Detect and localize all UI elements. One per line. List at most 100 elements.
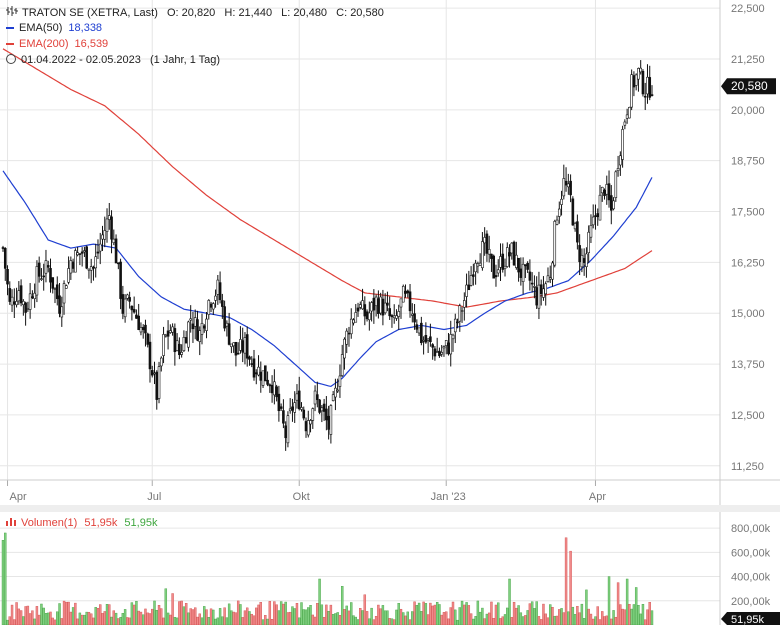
candle-body	[646, 76, 649, 95]
candle	[413, 304, 416, 330]
candle	[456, 318, 459, 329]
candle	[460, 306, 464, 323]
candle-body	[94, 256, 98, 269]
ema200-legend[interactable]: EMA(200) 16,539	[6, 38, 108, 50]
volume-bar	[501, 616, 504, 625]
candle-body	[175, 340, 179, 351]
candle-body	[85, 246, 88, 269]
candle-body	[74, 250, 77, 273]
volume-bar	[363, 594, 367, 625]
x-tick-label: Okt	[293, 491, 310, 503]
candle-body	[207, 300, 211, 315]
volume-bar	[594, 616, 597, 625]
candle	[487, 235, 491, 263]
x-tick-label: Jan '23	[431, 491, 466, 503]
volume-bar	[126, 617, 129, 625]
date-range-legend[interactable]: 01.04.2022 - 02.05.2023 (1 Jahr, 1 Tag)	[6, 54, 220, 66]
volume-bar	[476, 600, 480, 625]
candle	[555, 215, 559, 226]
candle-body	[309, 420, 312, 425]
volume-bar	[60, 618, 63, 625]
candle	[632, 71, 636, 97]
volume-bar	[408, 619, 412, 625]
candle-body	[469, 275, 473, 286]
volume-bar	[578, 612, 581, 625]
volume-bar	[175, 617, 179, 625]
candle	[567, 173, 570, 195]
candle-body	[508, 252, 511, 257]
candle-body	[173, 328, 177, 353]
candle-body	[83, 250, 86, 253]
candle-body	[573, 223, 577, 230]
volume-bar	[171, 593, 174, 625]
candle-body	[465, 284, 468, 297]
candle	[302, 406, 306, 421]
volume-bar	[544, 613, 547, 625]
volume-bar	[648, 602, 651, 625]
ema200-series	[2, 48, 653, 308]
volume-bar	[114, 612, 118, 625]
candle-body	[331, 394, 335, 401]
candle	[395, 309, 398, 321]
candle-body	[551, 262, 554, 280]
volume-bar	[359, 608, 362, 625]
volume-bar	[340, 586, 344, 625]
volume-bar	[447, 618, 450, 625]
candle-body	[515, 254, 518, 268]
volume-bar	[132, 604, 136, 625]
candle-body	[92, 267, 95, 269]
candle	[512, 240, 516, 266]
volume-bar	[221, 616, 224, 625]
candle	[293, 391, 297, 424]
candle-body	[386, 302, 389, 306]
candle-body	[505, 247, 509, 267]
candle	[557, 201, 561, 224]
candle-body	[53, 288, 57, 290]
candle	[275, 384, 278, 402]
candle-body	[557, 208, 561, 217]
volume-bar	[481, 607, 484, 625]
candle	[119, 258, 122, 310]
candle	[625, 108, 629, 124]
candle-body	[180, 352, 183, 355]
volume-bar	[196, 616, 199, 625]
volume-bar	[449, 607, 452, 625]
candle-body	[200, 322, 204, 335]
candle-body	[42, 275, 46, 278]
ema50-legend[interactable]: EMA(50) 18,338	[6, 22, 102, 34]
candle-body	[503, 265, 507, 269]
candle	[485, 230, 489, 262]
candle-body	[598, 194, 602, 221]
candle-body	[26, 308, 30, 310]
x-tick-label: Apr	[10, 491, 27, 503]
candle	[551, 260, 554, 287]
candle	[175, 333, 179, 352]
volume-bar	[33, 618, 36, 625]
volume-bar	[573, 614, 577, 625]
candle	[474, 259, 477, 285]
candle-body	[137, 315, 140, 330]
candle	[71, 258, 75, 273]
candle	[422, 336, 425, 355]
candle	[600, 186, 604, 202]
candle-body	[162, 334, 165, 356]
candle-body	[458, 305, 462, 322]
volume-bar	[180, 600, 183, 625]
candle-body	[372, 297, 376, 311]
candle-body	[164, 334, 168, 337]
volume-bar	[614, 616, 618, 625]
candle-body	[17, 290, 21, 302]
volume-bar	[164, 588, 168, 625]
candle-body	[202, 325, 206, 329]
candle	[266, 371, 269, 387]
candle-body	[78, 253, 82, 255]
volume-grid	[0, 527, 720, 602]
volume-legend[interactable]: Volumen(1) 51,95k 51,95k	[6, 517, 157, 529]
candle-body	[347, 332, 351, 335]
candle-body	[496, 269, 500, 274]
price-tick-label: 22,500	[731, 3, 765, 15]
candle-body	[449, 334, 453, 355]
candle-body	[191, 323, 195, 330]
candle-body	[284, 425, 287, 439]
volume-bar	[435, 602, 439, 625]
